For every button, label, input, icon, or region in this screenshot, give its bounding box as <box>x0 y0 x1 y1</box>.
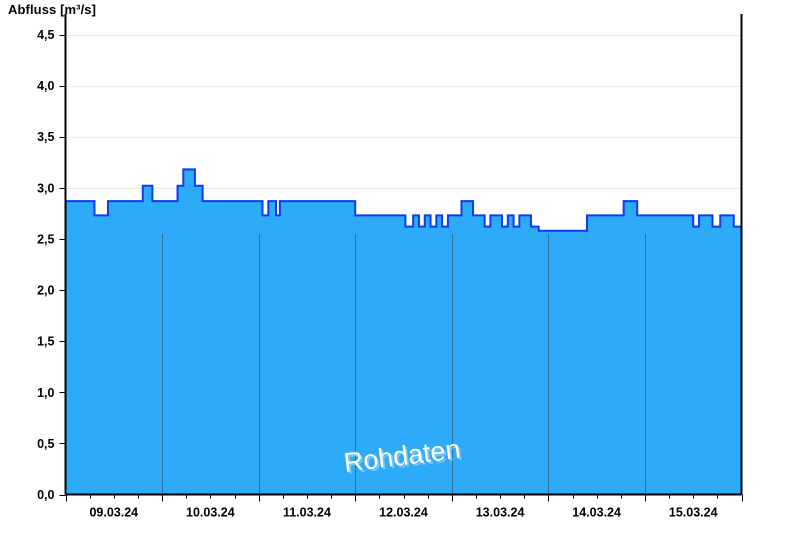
y-tick-label: 2,5 <box>37 232 54 246</box>
y-tick-label: 4,5 <box>37 28 54 42</box>
x-tick-label: 09.03.24 <box>89 506 138 520</box>
series-fill <box>65 169 742 495</box>
tick-marks <box>59 34 744 502</box>
x-tick-label: 15.03.24 <box>669 506 718 520</box>
x-tick-label: 10.03.24 <box>186 506 235 520</box>
series-outline <box>65 168 743 232</box>
x-tick-label: 13.03.24 <box>476 506 525 520</box>
y-tick-label: 3,0 <box>37 181 54 195</box>
x-tick-label: 14.03.24 <box>572 506 621 520</box>
chart-title: Abfluss [m³/s] <box>8 2 97 17</box>
y-tick-label: 1,5 <box>37 335 54 349</box>
y-tick-label: 4,0 <box>37 79 54 93</box>
x-tick-label: 11.03.24 <box>283 506 331 520</box>
y-tick-label: 3,5 <box>37 130 54 144</box>
y-tick-label: 1,0 <box>37 386 54 400</box>
data-series-area <box>65 168 743 495</box>
y-tick-label: 0,0 <box>37 488 54 502</box>
axis-lines <box>64 14 743 496</box>
y-tick-label: 2,0 <box>37 284 54 298</box>
y-axis-tick-labels: 0,0 0,5 1,0 1,5 2,0 2,5 3,0 3,5 4,0 4,5 <box>37 28 54 502</box>
day-separator-lines <box>162 233 646 495</box>
x-tick-label: 12.03.24 <box>379 506 428 520</box>
x-axis-tick-labels: 09.03.24 10.03.24 11.03.24 12.03.24 13.03.24… <box>89 506 717 520</box>
y-tick-label: 0,5 <box>37 437 54 451</box>
